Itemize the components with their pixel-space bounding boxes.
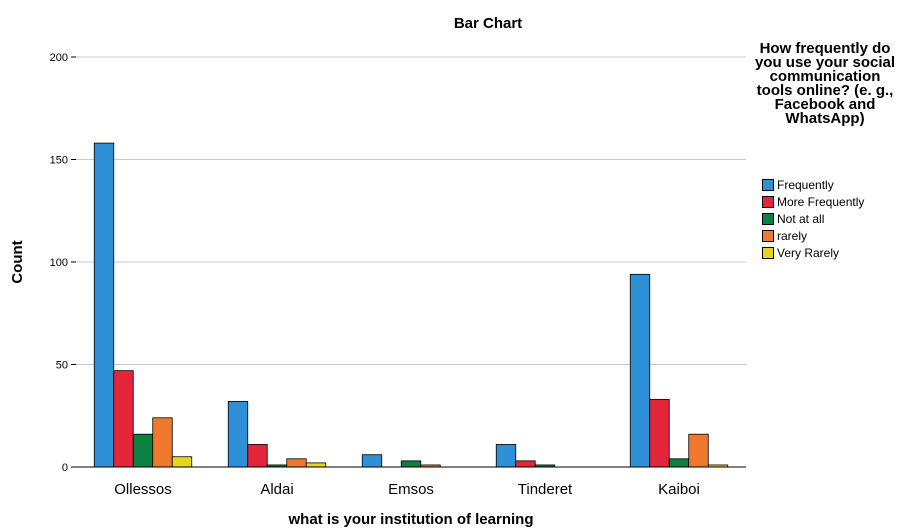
legend: Frequently More Frequently Not at all rarel… <box>762 176 864 261</box>
legend-item: rarely <box>762 227 864 244</box>
bar-more-frequently <box>515 460 536 468</box>
bar-not-at-all <box>668 458 690 468</box>
bar-frequently <box>227 400 249 468</box>
legend-item: More Frequently <box>762 193 864 210</box>
bar-not-at-all <box>132 433 154 468</box>
y-tick-label: 50 <box>56 360 68 372</box>
x-category-label: Kaiboi <box>658 481 700 498</box>
legend-item: Frequently <box>762 176 864 193</box>
y-tick-label: 200 <box>50 52 68 64</box>
x-category-label: Ollessos <box>114 481 172 498</box>
legend-swatch <box>762 178 774 191</box>
y-tick-label: 0 <box>62 462 68 474</box>
bars <box>93 142 729 468</box>
legend-label: More Frequently <box>777 194 865 209</box>
bar-rarely <box>152 417 173 468</box>
legend-item: Very Rarely <box>762 244 864 261</box>
legend-swatch <box>762 212 774 225</box>
legend-label: rarely <box>777 228 808 243</box>
bar-more-frequently <box>113 370 134 468</box>
bar-more-frequently <box>649 398 670 468</box>
bar-very-rarely <box>171 456 193 468</box>
legend-swatch <box>762 246 774 259</box>
bar-very-rarely <box>305 462 327 468</box>
bar-frequently <box>361 454 383 468</box>
y-axis-ticks: 0 50 100 150 200 <box>50 52 76 474</box>
x-axis-categories: Ollessos Aldai Emsos Tinderet Kaiboi <box>114 481 700 498</box>
x-category-label: Emsos <box>388 481 434 498</box>
legend-swatch <box>762 195 774 208</box>
legend-swatch <box>762 229 774 242</box>
y-axis-title: Count <box>9 240 26 283</box>
bar-rarely <box>688 433 709 468</box>
x-category-label: Aldai <box>260 481 293 498</box>
chart-title: Bar Chart <box>454 15 522 32</box>
bar-more-frequently <box>247 444 268 468</box>
y-tick-label: 150 <box>50 155 68 167</box>
legend-title: How frequently do you use your social co… <box>754 40 896 127</box>
legend-label: Very Rarely <box>777 245 840 260</box>
legend-label: Not at all <box>777 211 825 226</box>
bar-rarely <box>286 458 307 468</box>
x-axis-title: what is your institution of learning <box>287 511 533 528</box>
x-category-label: Tinderet <box>518 481 573 498</box>
legend-item: Not at all <box>762 210 864 227</box>
bar-frequently <box>629 273 651 468</box>
legend-label: Frequently <box>777 177 834 192</box>
bar-frequently <box>495 444 517 468</box>
y-tick-label: 100 <box>50 257 68 269</box>
bar-not-at-all <box>400 460 422 468</box>
bar-frequently <box>93 142 115 468</box>
